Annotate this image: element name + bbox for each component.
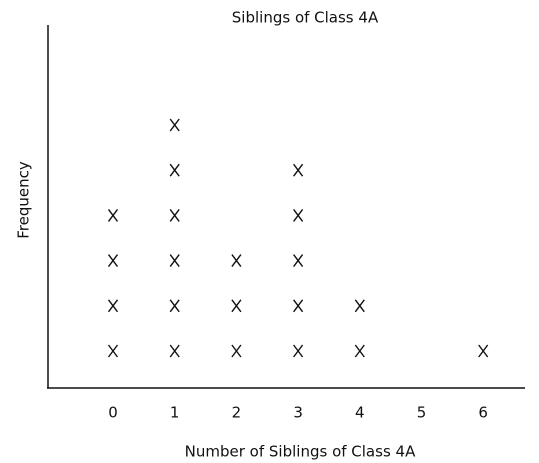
y-axis-label: Frequency	[15, 161, 33, 239]
x-mark	[169, 254, 180, 268]
x-mark	[293, 254, 304, 268]
x-tick-label: 6	[478, 404, 488, 422]
x-mark	[107, 254, 119, 268]
x-mark	[293, 208, 304, 222]
x-mark	[169, 118, 180, 132]
x-tick-label: 5	[417, 404, 427, 422]
x-mark	[354, 344, 365, 358]
x-mark	[293, 344, 304, 358]
x-tick-label: 3	[293, 404, 303, 422]
x-mark	[169, 299, 180, 313]
x-mark	[107, 299, 119, 313]
x-mark	[478, 344, 489, 358]
x-mark	[354, 299, 365, 313]
x-mark	[231, 254, 242, 268]
x-mark	[107, 344, 119, 358]
chart-title: Siblings of Class 4A	[232, 9, 379, 27]
x-mark	[293, 163, 304, 177]
x-tick-label: 1	[170, 404, 180, 422]
x-mark	[169, 344, 180, 358]
x-mark	[293, 299, 304, 313]
x-tick-label: 2	[232, 404, 242, 422]
x-tick-label: 0	[108, 404, 118, 422]
x-mark	[107, 208, 119, 222]
x-mark	[169, 208, 180, 222]
x-axis-label: Number of Siblings of Class 4A	[185, 443, 416, 461]
x-mark	[231, 344, 242, 358]
x-mark	[169, 163, 180, 177]
x-mark	[231, 299, 242, 313]
x-tick-label: 4	[355, 404, 365, 422]
